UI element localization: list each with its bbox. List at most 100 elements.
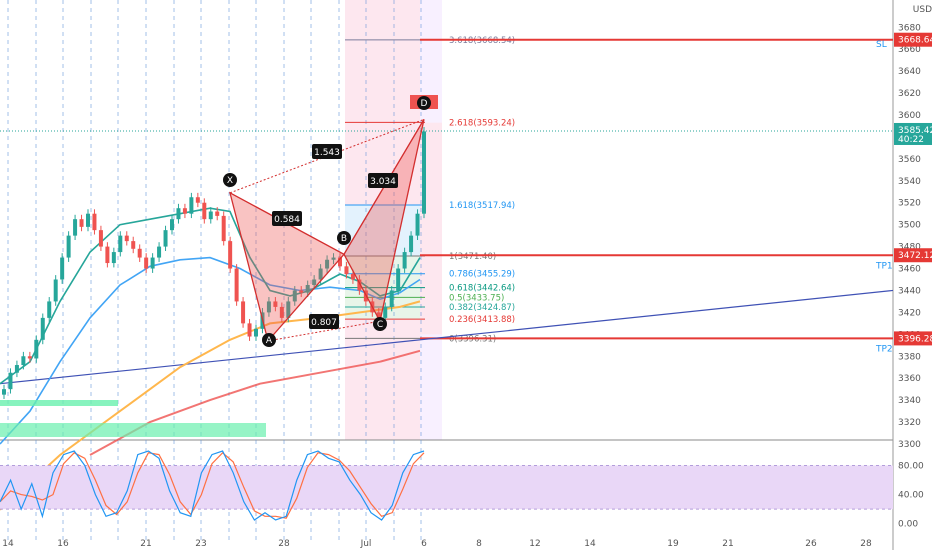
candle-body-27: [176, 208, 181, 220]
candle-body-34: [221, 215, 226, 242]
candle-body-33: [215, 211, 220, 216]
time-tick-1: 16: [57, 539, 69, 549]
ratio-label-0: 1.543: [314, 148, 340, 158]
candle-body-22: [144, 257, 149, 269]
candle-body-60: [389, 290, 394, 307]
ratio-label-1: 0.584: [274, 215, 300, 225]
point-marker-x: [223, 173, 237, 187]
candle-body-12: [79, 219, 84, 227]
fib-label-5: 0.618(3442.64): [449, 284, 515, 294]
candle-body-55: [357, 279, 362, 291]
signal-bar-1: [0, 400, 118, 406]
point-marker-d: [417, 96, 431, 110]
stochastic-oscillator: [0, 450, 893, 521]
candle-body-8: [53, 279, 58, 302]
last-price-box: [894, 122, 932, 145]
point-label-a: A: [266, 336, 273, 346]
osc-line-k: [0, 450, 425, 521]
candle-body-20: [131, 241, 136, 249]
fib-label-8: 0.236(3413.88): [449, 315, 515, 325]
candle-body-49: [318, 268, 323, 280]
candle-body-44: [286, 301, 291, 318]
candlesticks: [2, 127, 426, 400]
price-tick-2: 3340: [898, 396, 921, 406]
time-tick-7: 8: [476, 539, 482, 549]
point-label-b: B: [341, 234, 347, 244]
price-tag-box-0: [894, 32, 932, 47]
ratio-box-2: [368, 173, 398, 188]
candle-body-9: [60, 257, 65, 280]
candle-body-64: [415, 213, 420, 236]
candle-body-62: [402, 252, 407, 269]
candle-body-31: [202, 202, 207, 220]
candle-body-24: [157, 246, 162, 258]
candle-body-1: [8, 372, 13, 390]
candle-body-37: [241, 301, 246, 324]
price-tick-17: 3640: [898, 67, 921, 77]
candle-body-23: [150, 257, 155, 269]
price-tick-3: 3360: [898, 374, 921, 384]
level-text-sl: SL: [876, 40, 887, 50]
ma-red: [89, 349, 421, 456]
candle-body-6: [40, 317, 45, 340]
fib-label-1: 2.618(3593.24): [449, 118, 515, 128]
candle-body-43: [279, 306, 284, 318]
fib-label-3: 1(3471.40): [449, 252, 496, 262]
candle-body-32: [208, 211, 213, 220]
time-tick-13: 28: [860, 539, 872, 549]
price-axis: USD3300332033403360338034003420344034603…: [894, 5, 932, 530]
time-tick-5: Jul: [360, 539, 372, 549]
price-tick-18: 3660: [898, 45, 921, 55]
price-tick-11: 3520: [898, 199, 921, 209]
ac-dotted-line: [267, 320, 381, 342]
candle-body-14: [92, 213, 97, 231]
fib-label-2: 1.618(3517.94): [449, 201, 515, 211]
time-tick-11: 21: [722, 539, 733, 549]
price-tick-13: 3560: [898, 155, 921, 165]
time-tick-3: 23: [195, 539, 206, 549]
candle-body-30: [195, 197, 200, 203]
candle-body-53: [344, 266, 349, 275]
ratio-box-3: [309, 314, 339, 329]
ratio-box-1: [272, 211, 302, 226]
candle-body-51: [331, 257, 336, 260]
ratio-box-0: [312, 144, 342, 159]
candle-body-29: [189, 197, 194, 214]
candle-body-7: [47, 301, 52, 318]
time-tick-10: 19: [667, 539, 679, 549]
candle-body-63: [409, 235, 414, 253]
osc-tick-0: 80.00: [898, 462, 924, 472]
candle-body-48: [312, 279, 317, 285]
candle-body-42: [273, 301, 278, 307]
time-tick-4: 28: [278, 539, 290, 549]
candle-body-65: [422, 131, 426, 214]
candle-body-58: [376, 312, 381, 318]
price-tick-10: 3500: [898, 221, 921, 231]
osc-line-d: [0, 451, 425, 519]
price-tick-19: 3680: [898, 23, 921, 33]
candle-body-10: [66, 235, 71, 258]
price-tick-8: 3460: [898, 265, 921, 275]
price-tick-16: 3620: [898, 89, 921, 99]
last-price-countdown: 40:22: [898, 135, 924, 145]
candle-body-0: [2, 389, 6, 395]
fib-label-4: 0.786(3455.29): [449, 270, 515, 280]
candle-body-5: [34, 339, 39, 359]
price-tag-1: 3472.12: [898, 251, 932, 261]
point-marker-c: [373, 317, 387, 331]
price-tick-9: 3480: [898, 243, 921, 253]
harmonic-pattern: 1.543 0.584 3.034 0.807 X A B C D: [223, 95, 438, 347]
candle-body-50: [325, 259, 330, 269]
candle-body-26: [170, 219, 174, 231]
time-tick-9: 14: [584, 539, 596, 549]
price-tag-box-2: [894, 331, 932, 346]
fib-label-6: 0.5(3433.75): [449, 293, 504, 303]
currency-label: USD: [913, 5, 932, 15]
candle-body-47: [305, 284, 310, 293]
time-tick-0: 14: [2, 539, 14, 549]
last-price-value: 3585.42: [898, 126, 932, 136]
candle-body-19: [124, 235, 129, 242]
candle-body-54: [350, 274, 355, 280]
